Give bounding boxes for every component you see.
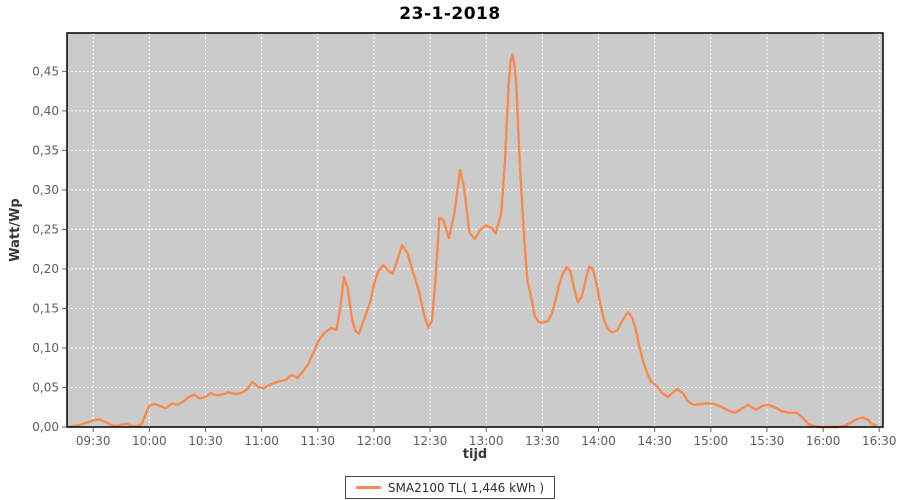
series-line xyxy=(69,53,877,429)
axis-tick-labels: 09:30 10:00 10:30 11:00 11:30 12:00 12:30 13:00… xyxy=(32,64,896,448)
chart-title: 23-1-2018 xyxy=(399,4,501,24)
svg-text:12:30: 12:30 xyxy=(413,434,448,448)
svg-text:0,45: 0,45 xyxy=(32,64,59,78)
svg-text:14:00: 14:00 xyxy=(581,434,616,448)
svg-text:15:30: 15:30 xyxy=(750,434,785,448)
svg-text:12:00: 12:00 xyxy=(357,434,392,448)
svg-text:13:00: 13:00 xyxy=(469,434,504,448)
svg-text:15:00: 15:00 xyxy=(694,434,729,448)
plot-background xyxy=(67,33,883,427)
svg-text:0,20: 0,20 xyxy=(32,262,59,276)
svg-text:16:30: 16:30 xyxy=(862,434,897,448)
gridlines xyxy=(67,33,883,427)
svg-text:0,15: 0,15 xyxy=(32,301,59,315)
y-axis-title: Watt/Wp xyxy=(8,198,23,262)
svg-text:0,00: 0,00 xyxy=(32,420,59,434)
svg-text:0,25: 0,25 xyxy=(32,222,59,236)
svg-text:0,10: 0,10 xyxy=(32,341,59,355)
svg-text:13:30: 13:30 xyxy=(525,434,560,448)
svg-text:0,40: 0,40 xyxy=(32,104,59,118)
x-axis-title: tijd xyxy=(462,447,488,462)
legend-line-swatch xyxy=(355,486,381,489)
legend: SMA2100 TL( 1,446 kWh ) xyxy=(0,476,900,499)
svg-text:0,30: 0,30 xyxy=(32,183,59,197)
svg-text:10:00: 10:00 xyxy=(132,434,167,448)
svg-text:14:30: 14:30 xyxy=(637,434,672,448)
legend-box: SMA2100 TL( 1,446 kWh ) xyxy=(344,476,556,499)
svg-text:10:30: 10:30 xyxy=(188,434,223,448)
axis-ticks xyxy=(62,70,880,432)
plot-border xyxy=(66,32,884,428)
legend-label: SMA2100 TL( 1,446 kWh ) xyxy=(387,480,545,495)
svg-text:16:00: 16:00 xyxy=(806,434,841,448)
svg-text:11:30: 11:30 xyxy=(300,434,335,448)
svg-text:0,05: 0,05 xyxy=(32,380,59,394)
svg-text:11:00: 11:00 xyxy=(244,434,279,448)
svg-text:0,35: 0,35 xyxy=(32,143,59,157)
svg-text:09:30: 09:30 xyxy=(76,434,111,448)
